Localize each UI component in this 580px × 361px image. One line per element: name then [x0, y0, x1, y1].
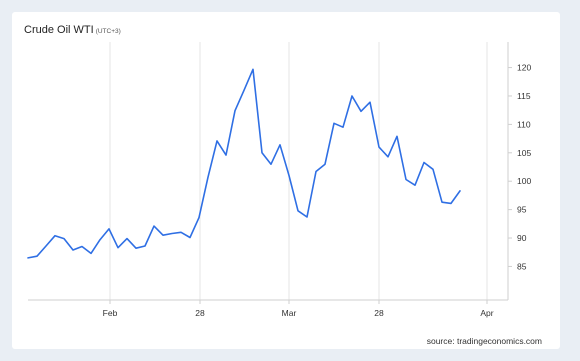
- series-lines: [27, 68, 461, 259]
- line-chart: 85 90 95 100 105 110 115 120 Feb 28 Mar 28 Apr: [27, 42, 531, 318]
- y-tick-label-2: 95: [517, 205, 527, 215]
- x-tick-label-0: Feb: [103, 308, 118, 318]
- grid-lines: [28, 42, 509, 301]
- y-tick-label-0: 85: [517, 261, 527, 271]
- y-tick-label-4: 105: [517, 148, 531, 158]
- series-line-0: [27, 68, 461, 259]
- chart-title: Crude Oil WTI: [24, 24, 94, 36]
- x-tick-label-1: 28: [195, 308, 205, 318]
- chart-title-block: Crude Oil WTI (UTC+3): [24, 24, 121, 36]
- source-credit: source: tradingeconomics.com: [426, 336, 542, 346]
- y-tick-label-1: 90: [517, 233, 527, 243]
- y-tick-label-3: 100: [517, 176, 531, 186]
- y-axis-ticks: 85 90 95 100 105 110 115 120: [508, 63, 531, 271]
- chart-card: Crude Oil WTI (UTC+3) 85 90 95 100 105 110 115 1…: [12, 12, 560, 349]
- x-tick-label-2: Mar: [282, 308, 297, 318]
- y-tick-label-6: 115: [517, 91, 531, 101]
- x-tick-label-4: Apr: [480, 308, 493, 318]
- timezone-label: (UTC+3): [95, 28, 121, 35]
- y-tick-label-5: 110: [517, 119, 531, 129]
- x-tick-label-3: 28: [374, 308, 384, 318]
- x-axis-ticks: Feb 28 Mar 28 Apr: [103, 300, 494, 318]
- y-tick-label-7: 120: [517, 63, 531, 73]
